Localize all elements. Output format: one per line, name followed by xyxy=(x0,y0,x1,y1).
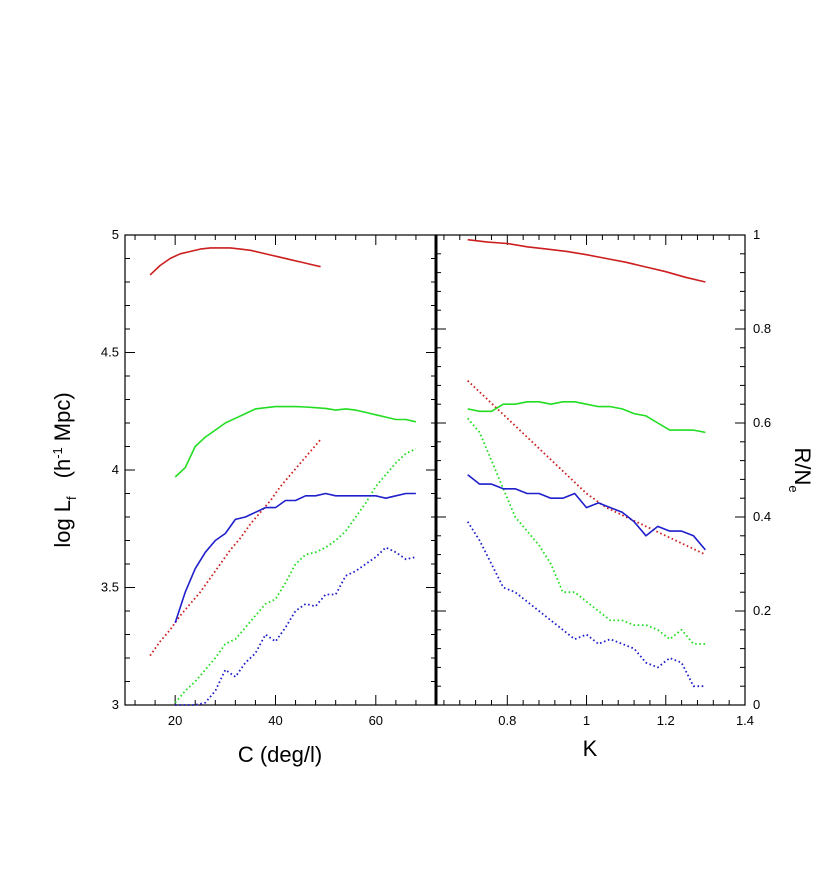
left-series-green-dotted xyxy=(174,448,417,704)
left-y-label-exponent: -1 xyxy=(50,447,65,459)
left-y-label-main: log L xyxy=(50,500,75,548)
right-y-tick-label: 1 xyxy=(753,227,760,242)
right-x-tick-label: 1.4 xyxy=(736,713,754,728)
left-y-label-subscript: f xyxy=(64,496,79,500)
right-x-axis-label: K xyxy=(583,736,598,761)
left-plot-area: 3 3.5 4 4.5 5 20 40 60 xyxy=(101,227,437,728)
left-y-tick-label: 4.5 xyxy=(101,345,119,360)
right-y-tick-label: 0.8 xyxy=(753,321,771,336)
right-y-tick-label: 0.6 xyxy=(753,415,771,430)
right-y-label-main: R/N xyxy=(790,447,815,485)
left-y-label-units: (h xyxy=(50,459,75,479)
left-series-green-solid xyxy=(174,405,417,478)
right-y-label-subscript: e xyxy=(786,485,801,492)
right-x-tick-label: 0.8 xyxy=(498,713,516,728)
right-series-blue-solid xyxy=(467,474,707,551)
left-y-tick-label: 4 xyxy=(112,462,119,477)
left-x-tick-label: 20 xyxy=(168,713,182,728)
left-series-blue-solid xyxy=(174,492,416,624)
right-series-red-dotted xyxy=(467,380,706,556)
left-y-tick-label: 3 xyxy=(112,697,119,712)
right-series-green-dotted xyxy=(467,417,706,645)
right-series-green-solid xyxy=(467,400,706,434)
right-y-tick-label: 0.2 xyxy=(753,603,771,618)
left-y-axis-label: log Lf (h-1 Mpc) xyxy=(50,392,79,547)
left-series-red-solid xyxy=(149,247,321,276)
right-y-tick-label: 0 xyxy=(753,697,760,712)
right-series-red-solid xyxy=(467,238,706,283)
left-y-label-units-2: Mpc) xyxy=(50,392,75,441)
left-x-tick-label: 40 xyxy=(268,713,282,728)
left-y-tick-label: 5 xyxy=(112,227,119,242)
right-x-tick-label: 1 xyxy=(583,713,590,728)
left-series-red-dotted xyxy=(149,438,322,657)
left-x-axis-label: C (deg/l) xyxy=(238,742,322,767)
right-y-axis-label: R/Ne xyxy=(786,447,815,492)
left-y-tick-label: 3.5 xyxy=(101,580,119,595)
right-x-tick-label: 1.2 xyxy=(657,713,675,728)
left-x-tick-label: 60 xyxy=(369,713,383,728)
left-panel: 3 3.5 4 4.5 5 20 40 60 C (deg/l) log Lf (h-1 Mpc) xyxy=(50,227,437,767)
right-y-tick-label: 0.4 xyxy=(753,509,771,524)
